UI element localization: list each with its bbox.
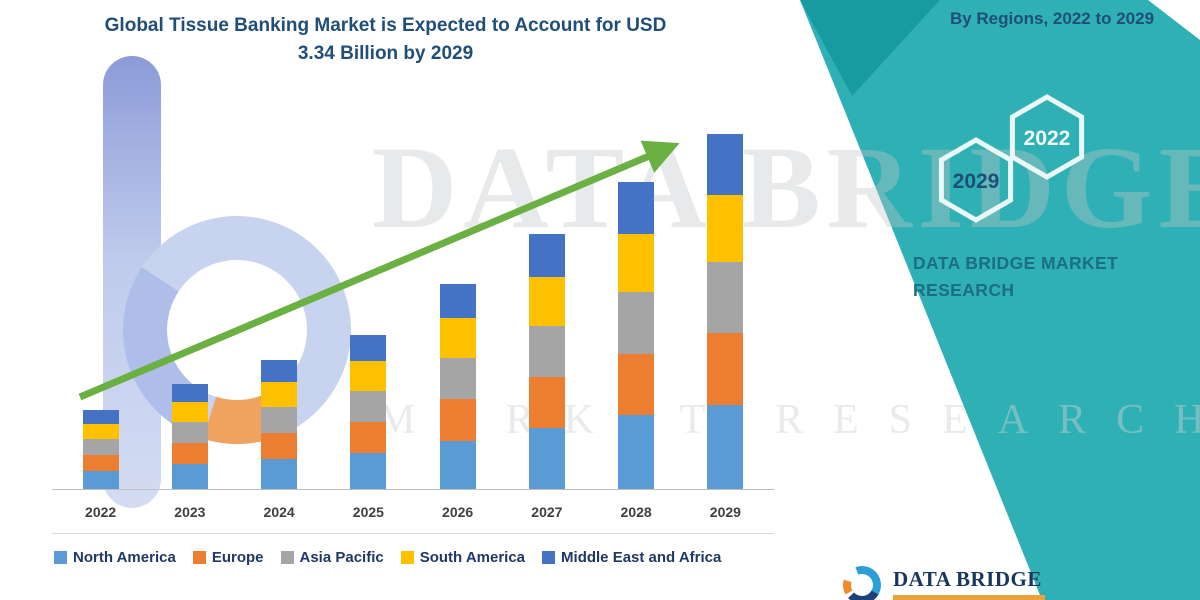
bar-segment-2023	[171, 401, 208, 422]
legend-swatch	[54, 551, 67, 564]
bar-2029	[707, 134, 744, 490]
bar-segment-2027	[528, 325, 565, 378]
footer-brand: DATA BRIDGE	[840, 559, 1045, 600]
bar-segment-2022	[82, 410, 119, 424]
bar-segment-2027	[528, 428, 565, 490]
bar-segment-2022	[82, 438, 119, 455]
bar-2026	[439, 284, 476, 490]
legend-item: South America	[400, 549, 526, 566]
bar-2027	[528, 234, 565, 490]
bar-segment-2029	[707, 194, 744, 262]
bar-segment-2022	[82, 470, 119, 490]
legend-swatch	[192, 551, 206, 564]
bar-segment-2024	[261, 360, 298, 383]
chart-legend: North America Europe Asia Pacific South Ame…	[54, 549, 721, 566]
bar-segment-2025	[350, 361, 387, 391]
bar-segment-2028	[618, 234, 655, 292]
bar-2022	[82, 410, 119, 490]
bar-segment-2024	[261, 432, 298, 460]
legend-swatch	[280, 551, 294, 564]
legend-item: Asia Pacific	[280, 549, 384, 566]
chart-title-line1: Global Tissue Banking Market is Expected…	[104, 15, 667, 36]
legend-label: Asia Pacific	[299, 549, 384, 566]
x-axis-label: 2027	[531, 504, 563, 520]
bar-2024	[261, 360, 298, 490]
bar-segment-2022	[82, 423, 119, 439]
bar-segment-2029	[707, 261, 744, 334]
bar-segment-2024	[261, 406, 298, 433]
legend-label: South America	[419, 549, 526, 566]
bar-2028	[618, 182, 655, 490]
x-axis-label: 2028	[620, 504, 652, 520]
bar-segment-2026	[439, 318, 476, 358]
bar-segment-2026	[439, 357, 476, 400]
bar-segment-2025	[350, 421, 387, 453]
databridge-logo-icon	[843, 566, 881, 600]
bar-segment-2026	[439, 399, 476, 441]
bar-segment-2025	[350, 452, 387, 490]
bar-segment-2027	[528, 276, 565, 326]
panel-corner-cut	[1148, 0, 1200, 40]
bar-segment-2028	[618, 415, 655, 490]
stacked-bar-chart	[56, 132, 770, 490]
bar-segment-2023	[171, 384, 208, 402]
bar-segment-2026	[439, 284, 476, 319]
legend-swatch	[400, 551, 414, 564]
bar-segment-2029	[707, 333, 744, 405]
chart-title-line2: 3.34 Billion by 2029	[297, 43, 474, 64]
panel-fold-shape	[800, 0, 940, 96]
bar-segment-2022	[82, 454, 119, 471]
bar-segment-2026	[439, 441, 476, 490]
x-axis-label: 2024	[263, 504, 295, 520]
legend-swatch	[542, 551, 556, 564]
legend-label: Middle East and Africa	[561, 549, 722, 566]
x-axis-label: 2029	[709, 504, 741, 520]
legend-label: North America	[73, 549, 176, 566]
legend-item: North America	[54, 549, 176, 566]
footer-gold-bar	[893, 595, 1045, 600]
bar-2025	[350, 334, 387, 490]
bar-segment-2023	[171, 443, 208, 465]
bar-segment-2028	[618, 353, 655, 416]
x-axis-label: 2022	[85, 504, 117, 520]
legend-label: Europe	[211, 549, 264, 566]
chart-title: Global Tissue Banking Market is Expected…	[58, 12, 713, 68]
x-axis-label: 2025	[352, 504, 384, 520]
bar-segment-2028	[618, 291, 655, 354]
x-axis-line	[52, 489, 774, 490]
watermark-text-marketresearch: MARKET RESEARCH	[378, 397, 1200, 443]
bar-2023	[171, 384, 208, 490]
bar-segment-2024	[261, 382, 298, 407]
bar-segment-2024	[261, 459, 298, 490]
bar-segment-2029	[707, 404, 744, 490]
bar-segment-2027	[528, 234, 565, 277]
bar-segment-2023	[171, 421, 208, 444]
bar-segment-2027	[528, 377, 565, 429]
bar-segment-2029	[707, 134, 744, 195]
teal-side-panel	[800, 0, 1200, 600]
x-axis-label: 2026	[442, 504, 474, 520]
bar-segment-2025	[350, 334, 387, 362]
legend-item: Europe	[192, 549, 264, 566]
x-axis-label: 2023	[174, 504, 206, 520]
bar-segment-2023	[171, 464, 208, 490]
bar-segment-2025	[350, 390, 387, 422]
x-axis-labels: 2022 2023 2024 2025 2026 2027 2028 2029	[56, 504, 770, 520]
bar-segment-2028	[618, 182, 655, 235]
legend-item: Middle East and Africa	[542, 549, 721, 566]
footer-brand-name: DATA BRIDGE	[893, 567, 1042, 591]
chart-bottom-border	[52, 533, 774, 534]
